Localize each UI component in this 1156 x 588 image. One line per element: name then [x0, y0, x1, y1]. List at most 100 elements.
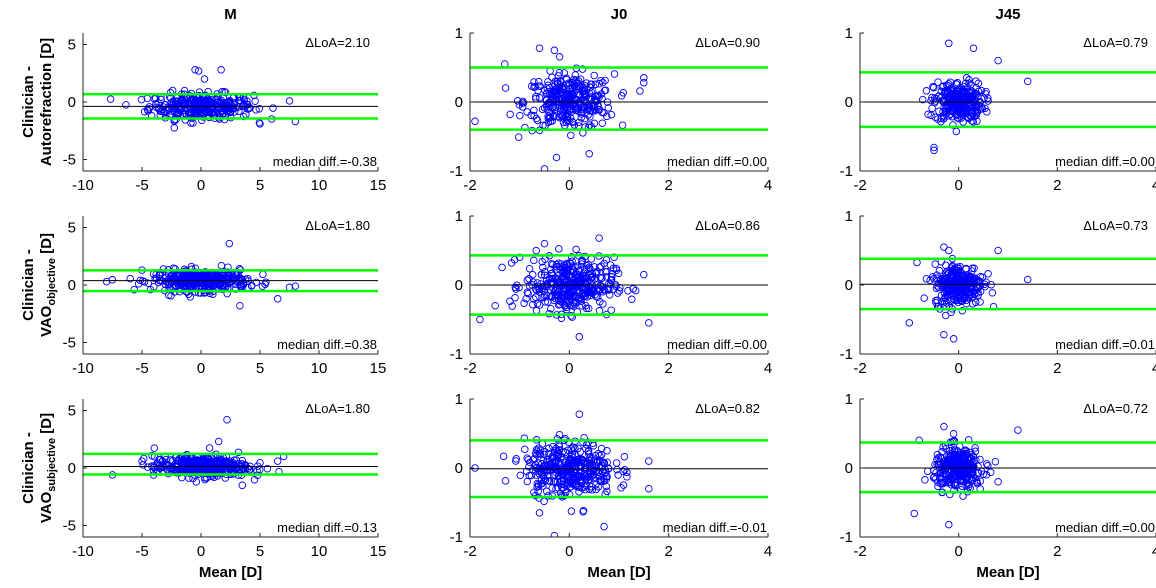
data-point	[553, 435, 562, 443]
data-point	[950, 296, 959, 304]
data-point	[230, 461, 238, 469]
data-point	[536, 450, 545, 458]
median-diff-annotation: median diff.=0.01	[1055, 337, 1155, 352]
data-point	[930, 94, 939, 102]
data-point	[566, 483, 574, 491]
data-point	[583, 458, 591, 466]
data-point	[1014, 426, 1022, 434]
data-point	[542, 291, 551, 300]
data-point	[252, 278, 261, 287]
data-point	[965, 475, 974, 484]
data-point	[547, 304, 555, 313]
data-point	[532, 464, 540, 472]
data-point	[567, 131, 575, 140]
x-tick-label: 10	[311, 177, 328, 194]
data-point	[607, 273, 616, 281]
data-point	[935, 266, 944, 275]
data-point	[564, 459, 573, 467]
data-point	[598, 108, 606, 117]
data-point	[584, 438, 592, 446]
y-tick-label: 1	[455, 391, 463, 408]
data-point	[535, 94, 544, 102]
data-point	[631, 286, 640, 295]
data-point	[595, 105, 604, 114]
data-point	[540, 293, 548, 302]
data-point	[578, 273, 586, 281]
data-point	[602, 256, 611, 264]
data-point	[234, 448, 243, 457]
data-point	[940, 470, 949, 479]
y-tick-label: 0	[845, 94, 853, 111]
data-point	[942, 299, 951, 307]
data-point	[576, 75, 585, 83]
data-point	[152, 274, 161, 282]
data-point	[285, 97, 294, 105]
data-point	[573, 292, 581, 300]
data-point	[201, 475, 209, 484]
x-tick-label: 2	[664, 177, 672, 194]
data-point	[577, 114, 585, 122]
data-point	[983, 108, 991, 116]
x-tick-label: 5	[256, 360, 264, 377]
data-point	[534, 77, 543, 86]
data-point	[574, 107, 583, 115]
data-point	[973, 117, 981, 125]
data-point	[964, 271, 972, 279]
data-point	[225, 239, 234, 248]
x-tick-label: 0	[565, 543, 573, 560]
data-point	[194, 101, 203, 110]
data-point	[528, 270, 537, 279]
data-point	[535, 82, 543, 90]
data-point	[524, 289, 532, 298]
data-point	[564, 446, 572, 454]
delta-loa-annotation: ΔLoA=1.80	[305, 401, 370, 416]
x-tick-label: 0	[197, 360, 205, 377]
data-point	[620, 452, 629, 461]
data-point	[548, 484, 556, 492]
data-point	[1023, 77, 1032, 86]
data-point	[618, 121, 627, 129]
data-point	[539, 467, 547, 475]
data-point	[558, 298, 566, 307]
data-point	[177, 104, 186, 112]
data-point	[597, 262, 605, 270]
data-point	[575, 272, 584, 281]
data-point	[525, 275, 533, 283]
data-point	[587, 483, 596, 491]
data-point	[530, 488, 538, 497]
data-point	[185, 108, 193, 117]
subplot-r2-c2	[859, 398, 1156, 538]
data-point	[583, 105, 592, 114]
data-point	[968, 466, 977, 474]
data-point	[572, 480, 580, 488]
data-point	[609, 264, 618, 273]
row-y-label: Clinician - Autorefraction [D]	[20, 38, 55, 166]
data-point	[940, 330, 948, 339]
data-point	[580, 90, 589, 99]
data-point	[102, 277, 111, 286]
x-tick-label: -2	[853, 177, 866, 194]
x-tick-label: -5	[135, 543, 148, 560]
data-point	[554, 450, 563, 458]
data-point	[978, 273, 987, 281]
data-point	[596, 452, 604, 460]
scatter-points	[102, 239, 300, 310]
data-point	[944, 276, 952, 285]
data-point	[597, 282, 605, 290]
x-tick-label: -5	[135, 177, 148, 194]
data-point	[617, 92, 626, 100]
data-point	[965, 79, 973, 87]
data-point	[566, 259, 574, 267]
data-point	[960, 477, 968, 486]
data-point	[939, 107, 947, 116]
data-point	[939, 82, 948, 91]
x-tick-label: 4	[764, 360, 772, 377]
data-point	[594, 449, 603, 458]
x-tick-label: 0	[565, 360, 573, 377]
data-point	[937, 480, 946, 488]
data-point	[559, 480, 568, 488]
data-point	[567, 507, 576, 515]
data-point	[571, 263, 579, 271]
data-point	[259, 270, 267, 279]
data-point	[587, 255, 596, 263]
